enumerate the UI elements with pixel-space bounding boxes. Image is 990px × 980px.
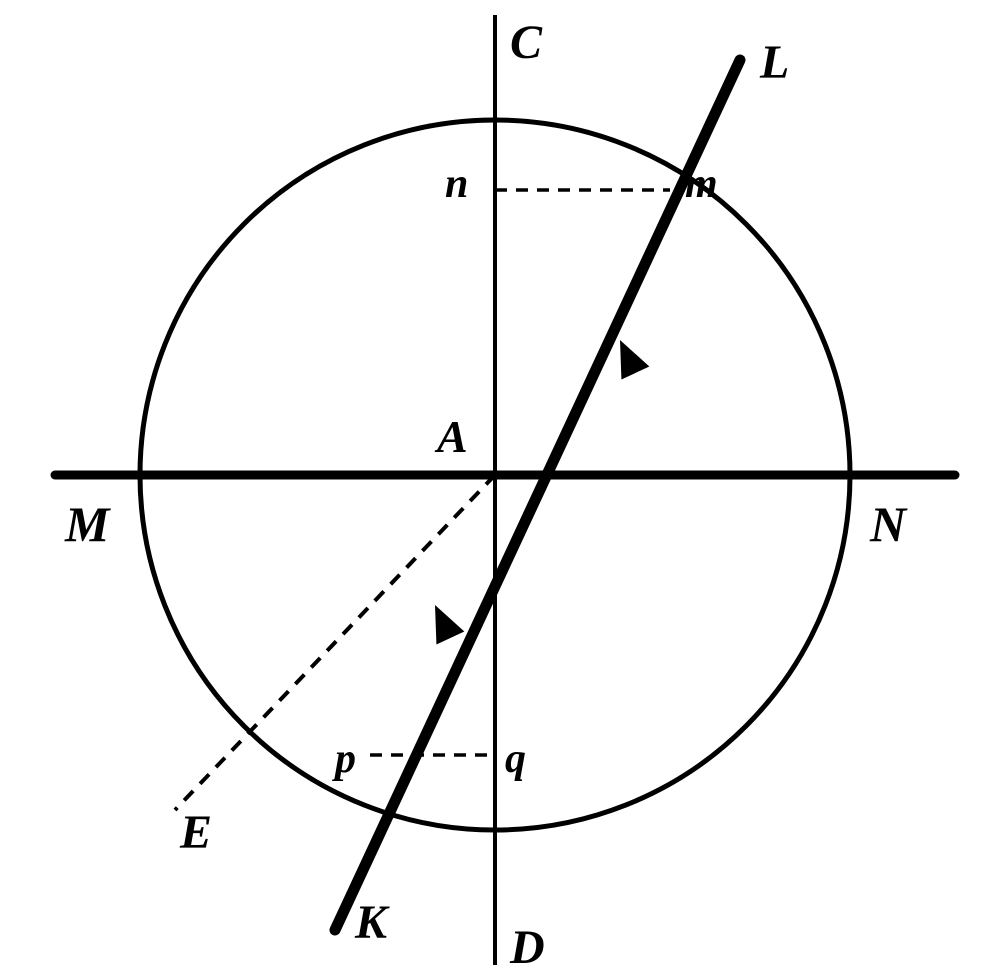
label-K: K [355, 895, 387, 950]
label-q: q [505, 735, 526, 783]
arrow-head-1 [620, 340, 649, 379]
label-A: A [437, 410, 468, 463]
label-M: M [65, 495, 109, 553]
label-E: E [180, 805, 212, 860]
arrow-head-2 [435, 605, 464, 644]
label-N: N [870, 495, 906, 553]
label-C: C [510, 15, 542, 70]
label-p: p [335, 735, 356, 783]
label-L: L [760, 35, 789, 90]
label-D: D [510, 920, 545, 975]
label-n: n [445, 160, 468, 208]
optics-diagram [0, 0, 990, 980]
label-m: m [685, 160, 718, 208]
